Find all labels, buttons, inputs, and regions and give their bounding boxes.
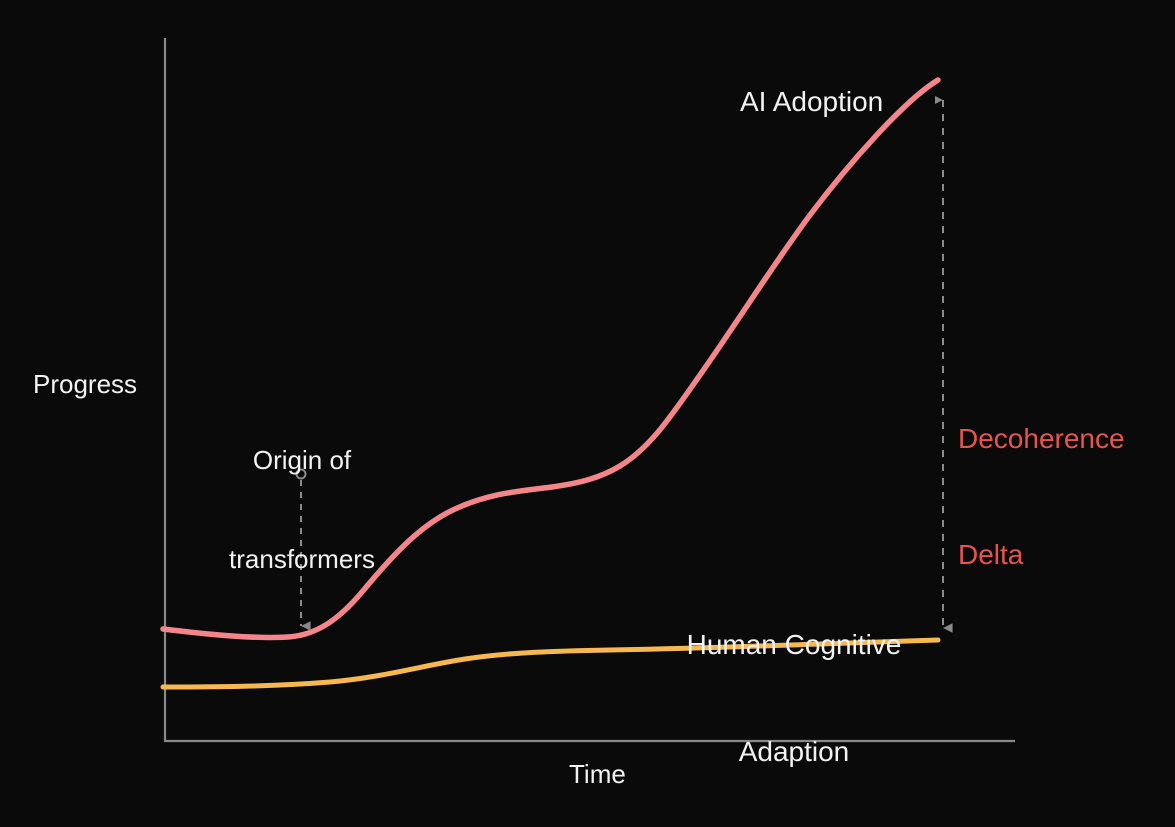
- annotation-human-line-2: Adaption: [738, 736, 850, 768]
- annotation-decoherence-line-2: Delta: [958, 539, 1024, 571]
- annotation-origin-line-1: Origin of: [252, 444, 352, 475]
- x-axis-label: Time: [569, 759, 626, 789]
- annotation-decoherence-line-1: Decoherence: [958, 423, 1125, 455]
- series-label-ai-adoption: AI Adoption: [740, 86, 884, 117]
- y-axis-label: Progress: [33, 369, 138, 399]
- series-label-human-cognitive-adaption: Human Cognitive Adaption: [677, 555, 911, 827]
- annotation-human-line-1: Human Cognitive: [686, 628, 902, 660]
- annotation-decoherence-delta: Decoherence Delta: [958, 343, 1125, 652]
- series-line-human-cognitive-adaption: [160, 637, 941, 690]
- origin-marker-circle: [295, 468, 307, 480]
- annotation-origin-of-transformers: Origin of transformers: [213, 377, 391, 643]
- series-line-ai-adoption: [160, 77, 941, 641]
- annotation-origin-line-2: transformers: [229, 544, 375, 575]
